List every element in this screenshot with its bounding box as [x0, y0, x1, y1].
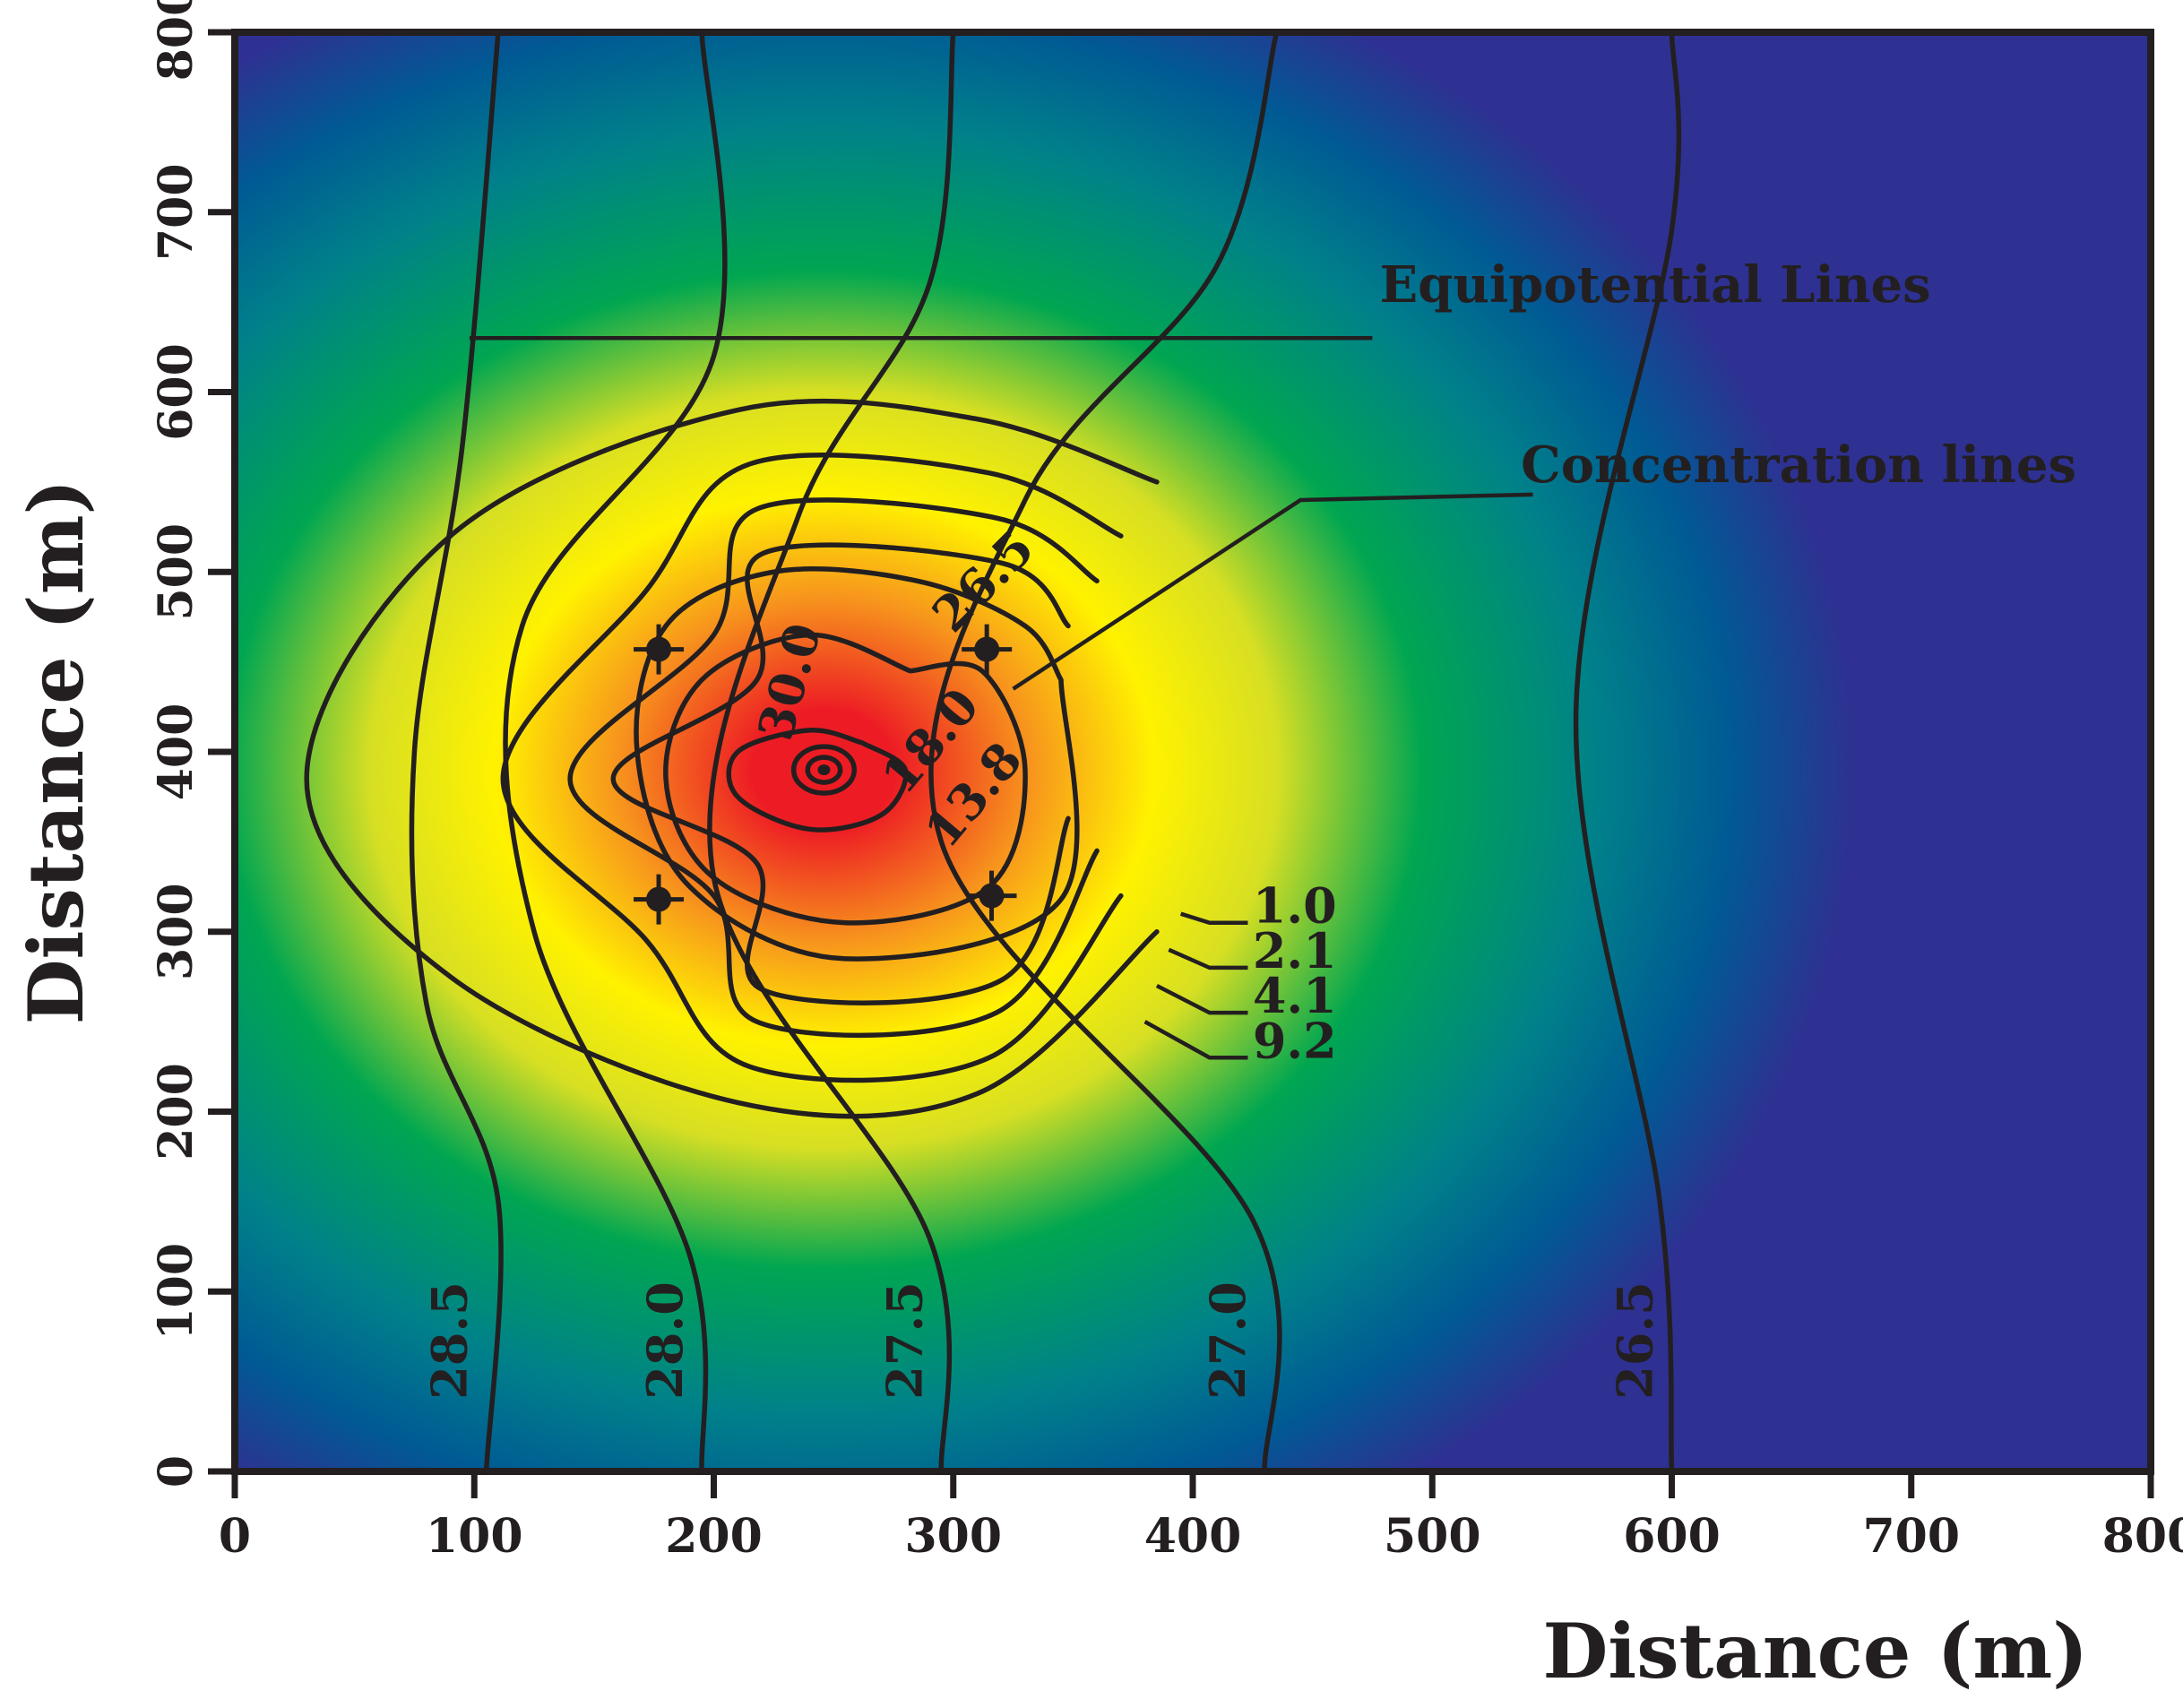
equipotential-line [1573, 30, 1682, 1474]
well-icon [966, 870, 1017, 921]
x-tick-label: 700 [1862, 1509, 1960, 1564]
concentration-contour [663, 632, 1028, 926]
concentration-contour [500, 453, 1124, 1083]
concentration-contour [304, 398, 1160, 1119]
concentration-label: 9.2 [1253, 1012, 1337, 1069]
x-tick-label: 800 [2102, 1509, 2183, 1564]
y-tick-label: 500 [149, 523, 203, 621]
x-axis-title: Distance (m) [1542, 1607, 2088, 1695]
equipotential-line [409, 30, 504, 1474]
peak-point [817, 764, 831, 776]
x-tick-label: 200 [665, 1509, 763, 1564]
concentration-plume [235, 32, 1900, 1471]
wells [634, 624, 1017, 925]
x-tick-label: 300 [904, 1509, 1002, 1564]
leader-lines [469, 336, 1533, 1060]
concentration-contour [726, 728, 909, 832]
well-icon [634, 624, 685, 675]
concentration-contour [610, 542, 1071, 1005]
y-tick-label: 100 [149, 1243, 203, 1341]
peak-contour [790, 744, 857, 796]
concentration-label: 1.0 [1253, 877, 1337, 935]
y-tick-label: 0 [149, 1455, 203, 1488]
x-tick-label: 500 [1384, 1509, 1481, 1564]
equipotential-label: 27.0 [1199, 1281, 1256, 1400]
equipotential-label: 28.5 [421, 1281, 479, 1400]
y-tick-label: 800 [149, 0, 203, 81]
equipotential-annotation: Equipotential Lines [1379, 255, 1930, 315]
equipotential-line [503, 30, 728, 1474]
contour-label-leader [1155, 983, 1248, 1015]
concentration-contour [634, 566, 1080, 962]
y-tick-label: 400 [149, 703, 203, 801]
concentration-contour [567, 497, 1100, 1039]
x-tick-label: 400 [1144, 1509, 1242, 1564]
concentration-leader [1012, 492, 1533, 691]
concentration-label: 4.1 [1253, 967, 1337, 1024]
equipotential-label: 26.5 [1607, 1281, 1664, 1400]
y-axis-title: Distance (m) [12, 479, 100, 1025]
equipotential-lines: 28.5 28.0 27.5 27.0 26.5 [409, 30, 1682, 1474]
contour-label-leader [1168, 947, 1248, 970]
contour-label-leader [1143, 1020, 1248, 1060]
y-tick-label: 300 [149, 883, 203, 980]
equipotential-line [928, 30, 1282, 1474]
concentration-contours [304, 398, 1160, 1119]
peak-contour [805, 755, 843, 785]
equipotential-label: 28.0 [636, 1281, 694, 1400]
x-tick-label: 100 [426, 1509, 523, 1564]
contour-label-leader [1179, 911, 1248, 925]
well-icon [634, 874, 685, 925]
y-tick-label: 700 [149, 163, 203, 261]
y-axis-ticks: 0 100 200 300 400 500 600 700 800 [149, 0, 235, 1488]
well-icon [962, 624, 1013, 675]
equipotential-line [707, 30, 956, 1474]
equipotential-label: 27.5 [876, 1281, 933, 1400]
x-tick-label: 0 [219, 1509, 251, 1564]
y-tick-label: 600 [149, 343, 203, 441]
x-axis-ticks: 0 100 200 300 400 500 600 700 800 [219, 1471, 2183, 1564]
concentration-label: 2.1 [1253, 922, 1337, 979]
x-tick-label: 600 [1623, 1509, 1721, 1564]
y-tick-label: 200 [149, 1063, 203, 1160]
concentration-annotation: Concentration lines [1521, 436, 2076, 495]
